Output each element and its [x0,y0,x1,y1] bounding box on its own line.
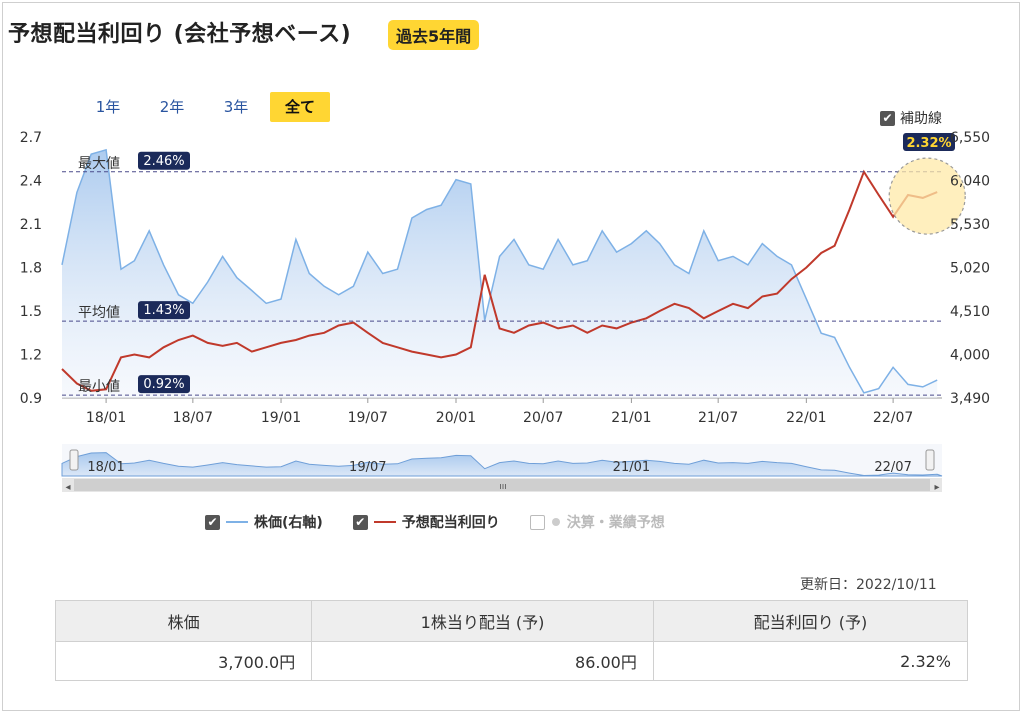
legend-item-yield[interactable]: ✔ 予想配当利回り [352,512,500,532]
y-left-axis: 2.7 2.4 2.1 1.8 1.5 1.2 0.9 [20,130,42,407]
range-button-1y[interactable]: 1年 [95,98,121,116]
scroll-left-icon[interactable]: ◂ [65,482,70,493]
y-right-tick-label: 5,020 [950,261,990,277]
min-value-badge [138,375,190,394]
range-button-3y[interactable]: 3年 [223,98,249,116]
navigator-label: 18/01 [87,460,124,475]
avg-value-badge [138,301,190,320]
y-left-tick-label: 1.8 [20,261,42,277]
x-tick-label: 18/07 [173,410,213,426]
summary-header-row: 株価 1株当り配当 (予) 配当利回り (予) [54,600,969,642]
period-badge: 過去5年間 [388,20,480,50]
yield-line [61,169,938,392]
guide-lines-toggle[interactable]: ✔ 補助線 [880,108,942,128]
navigator-right-handle[interactable] [925,449,935,471]
header-price: 株価 [54,600,313,642]
y-left-tick-label: 2.4 [20,174,42,190]
y-right-axis: 6,550 6,040 5,530 5,020 4,510 4,000 3,490 [950,130,990,407]
navigator-area [61,452,943,477]
max-label: 最大値 [78,156,120,172]
range-button-2y[interactable]: 2年 [159,98,185,116]
header-dividend: 1株当り配当 (予) [311,600,654,642]
legend-price-swatch [226,521,248,523]
y-right-tick-label: 6,550 [950,130,990,146]
avg-label: 平均値 [78,305,120,321]
price-line [61,148,938,394]
navigator-label: 19/07 [349,460,386,475]
range-button-all[interactable]: 全て [270,92,330,122]
scroll-right-icon[interactable]: ▸ [934,482,939,493]
y-right-tick-label: 5,530 [950,217,990,233]
navigator-labels: 18/01 19/07 21/01 22/07 [87,460,911,475]
legend-earnings-label: 決算・業績予想 [566,515,665,531]
y-left-tick-label: 0.9 [20,391,42,407]
chart-legend: ✔ 株価(右軸) ✔ 予想配当利回り 決算・業績予想 [205,512,665,532]
range-selector: 1年 2年 3年 全て [76,92,330,122]
min-value: 0.92% [143,377,184,392]
legend-earnings-checkbox[interactable] [529,514,545,530]
navigator-scrollbar-thumb[interactable] [74,479,930,491]
navigator-label: 22/07 [874,460,911,475]
x-tick-label: 19/01 [261,410,301,426]
x-tick-label: 21/01 [611,410,651,426]
navigator-left-handle[interactable] [69,449,79,471]
avg-value: 1.43% [143,303,184,318]
guide-lines-label: 補助線 [900,111,942,127]
navigator-label: 21/01 [613,460,650,475]
max-value-badge [138,151,190,170]
y-left-tick-label: 1.5 [20,304,42,320]
value-dividend: 86.00円 [311,641,654,681]
summary-table: 株価 1株当り配当 (予) 配当利回り (予) 3,700.0円 86.00円 … [54,600,969,681]
min-label: 最小値 [78,379,120,395]
x-tick-label: 22/07 [873,410,913,426]
header-yield: 配当利回り (予) [652,600,969,642]
value-price: 3,700.0円 [54,641,313,681]
y-left-tick-label: 2.1 [20,217,42,233]
x-tick-label: 20/07 [523,410,563,426]
price-yield-chart: 最大値 2.46% 平均値 1.43% 最小値 0.92% 2.32% 2.72… [20,130,990,493]
y-left-tick-label: 2.7 [20,130,42,146]
max-value: 2.46% [143,154,184,169]
guide-lines-checkbox[interactable]: ✔ [880,110,895,126]
legend-earnings-dot-icon [551,518,560,526]
x-axis: 18/01 18/07 19/01 19/07 20/01 20/07 21/01 21/07… [86,398,913,426]
legend-price-checkbox[interactable]: ✔ [205,514,220,530]
x-tick-label: 19/07 [348,410,388,426]
x-tick-label: 21/07 [698,410,738,426]
legend-price-label: 株価(右軸) [254,515,323,531]
y-right-tick-label: 3,490 [950,391,990,407]
y-right-tick-label: 4,000 [950,348,990,364]
updated-date: 更新日：2022/10/11 [800,577,937,593]
current-yield-badge [903,133,955,151]
scrollbar-grip-icon: ııı [499,482,507,492]
y-right-tick-label: 4,510 [950,304,990,320]
current-yield-value: 2.32% [906,136,951,151]
summary-value-row: 3,700.0円 86.00円 2.32% [54,641,969,681]
price-area [62,149,938,398]
x-tick-label: 20/01 [436,410,476,426]
y-left-tick-label: 1.2 [20,348,42,364]
legend-yield-checkbox[interactable]: ✔ [352,514,368,530]
legend-yield-label: 予想配当利回り [401,515,500,531]
x-tick-label: 18/01 [86,410,126,426]
legend-yield-swatch [373,521,396,523]
x-tick-label: 22/01 [786,410,826,426]
y-right-tick-label: 6,040 [950,174,990,190]
page-title: 予想配当利回り (会社予想ベース) [8,22,352,47]
legend-item-price[interactable]: ✔ 株価(右軸) [205,512,323,532]
current-point-highlight [888,157,966,235]
legend-item-earnings[interactable]: 決算・業績予想 [529,512,665,532]
value-yield: 2.32% [652,641,969,681]
